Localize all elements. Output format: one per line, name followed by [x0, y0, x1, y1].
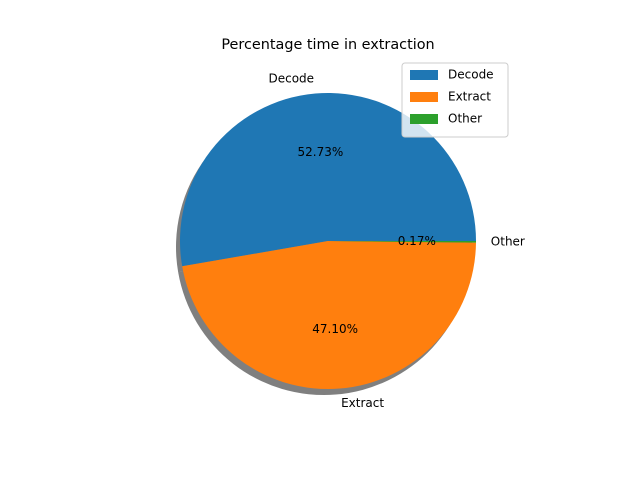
chart-title: Percentage time in extraction: [221, 37, 434, 53]
slice-percent-decode: 52.73%: [298, 145, 344, 159]
slice-label-extract: Extract: [341, 396, 384, 410]
legend-label-extract: Extract: [448, 90, 491, 104]
slice-label-decode: Decode: [268, 71, 314, 85]
pie-slice-decode: [180, 93, 477, 267]
legend-label-decode: Decode: [448, 68, 494, 82]
slice-percent-other: 0.17%: [398, 234, 436, 248]
pie-labels: Decode 52.73% Extract 47.10% Other 0.17%: [268, 71, 524, 409]
pie-slice-extract: [182, 241, 476, 389]
legend-swatch-other: [410, 114, 438, 124]
slice-label-other: Other: [491, 234, 525, 248]
pie-slices: [180, 93, 477, 389]
legend-swatch-extract: [410, 92, 438, 102]
slice-percent-extract: 47.10%: [312, 322, 358, 336]
legend-label-other: Other: [448, 112, 482, 126]
legend: Decode Extract Other: [401, 62, 509, 138]
legend-swatch-decode: [410, 70, 438, 80]
pie-slice-other: [328, 241, 476, 243]
